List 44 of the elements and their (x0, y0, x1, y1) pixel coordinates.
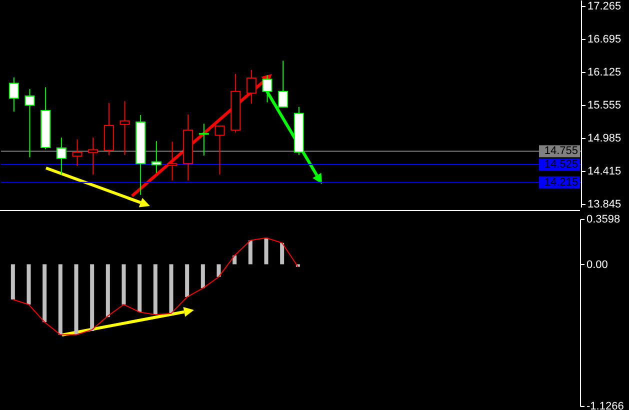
y-tick-label: 13.845 (588, 198, 622, 210)
bar (153, 264, 158, 315)
bar (58, 264, 62, 335)
ref-line-label: 14.215 (544, 176, 578, 188)
candlestick (88, 137, 98, 176)
bar (122, 264, 126, 305)
bar (26, 264, 31, 305)
candlestick (8, 76, 19, 112)
y-tick-label: 0.3598 (586, 214, 620, 226)
y-tick-label: -1.1266 (586, 400, 624, 410)
y-tick-label: 14.985 (588, 132, 622, 144)
ref-line-label: 14.525 (544, 158, 578, 170)
y-tick-label: 15.555 (588, 99, 622, 112)
bar (185, 264, 190, 297)
candlestick (72, 138, 82, 166)
bar (200, 264, 205, 288)
candlestick (151, 140, 162, 174)
y-tick-label: 17.265 (588, 0, 622, 13)
candlestick (24, 88, 35, 158)
candlestick (56, 137, 66, 176)
bar (232, 255, 237, 264)
candlestick (246, 69, 256, 104)
bar (169, 264, 174, 314)
y-tick-label: 16.125 (588, 66, 622, 78)
y-tick-label: 16.695 (588, 34, 622, 46)
candlestick (198, 123, 209, 156)
candlestick (278, 60, 288, 108)
bar (90, 264, 94, 331)
candlestick (120, 100, 130, 156)
bar (74, 264, 78, 335)
bar (264, 238, 268, 264)
ref-line-label: 14.755 (544, 145, 578, 158)
candlestick (214, 124, 225, 176)
bar (138, 264, 142, 312)
bar (248, 240, 252, 264)
candlestick (167, 141, 178, 181)
bar (42, 264, 47, 322)
line-series (12, 237, 298, 336)
y-tick-label: 0.00 (586, 258, 608, 271)
bar (280, 242, 284, 264)
bar (216, 264, 221, 277)
y-tick-label: 14.415 (588, 165, 622, 178)
bar (106, 264, 110, 318)
bar (10, 264, 15, 300)
